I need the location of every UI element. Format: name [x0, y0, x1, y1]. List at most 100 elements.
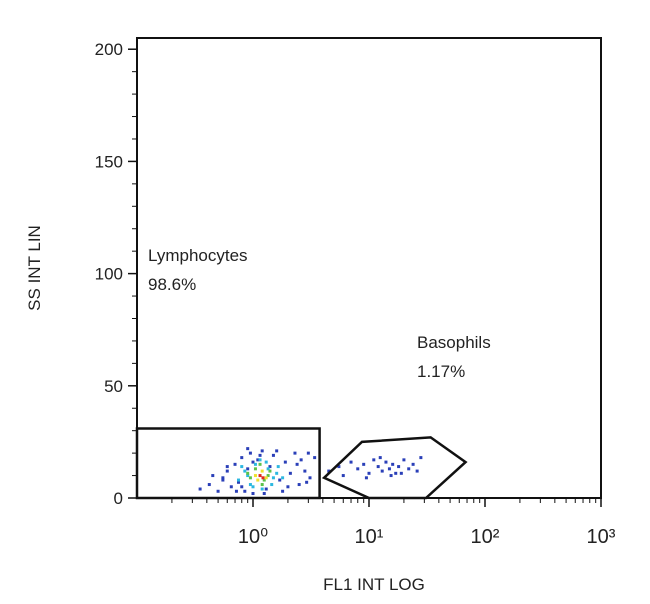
event-dot [253, 462, 257, 466]
event-dot [248, 483, 252, 487]
event-dot [299, 458, 303, 462]
y-tick-label: 50 [104, 377, 123, 396]
event-dot [262, 492, 266, 496]
event-dot [306, 451, 310, 455]
event-dot [327, 469, 331, 473]
event-dot [237, 478, 241, 482]
event-dot [260, 483, 264, 487]
event-dot [246, 467, 250, 471]
event-dot [248, 451, 252, 455]
event-dot [266, 467, 270, 471]
event-dot [297, 483, 301, 487]
event-dot [341, 474, 345, 478]
event-dot [378, 456, 382, 460]
event-dot [275, 471, 279, 475]
event-dot [234, 489, 238, 493]
y-tick-label: 100 [95, 265, 123, 284]
event-dot [384, 460, 388, 464]
event-dot [225, 465, 229, 469]
event-dot [337, 465, 341, 469]
event-dot [281, 489, 285, 493]
event-dot [216, 489, 220, 493]
event-dot [419, 456, 423, 460]
event-dot [229, 485, 233, 489]
x-axis-label: FL1 INT LOG [323, 575, 425, 594]
event-dot [258, 453, 262, 457]
event-dot [221, 478, 225, 482]
event-dot [211, 474, 215, 478]
event-dot [256, 478, 260, 482]
event-dot [251, 492, 255, 496]
event-dot [394, 471, 398, 475]
event-dot [256, 458, 260, 462]
event-dot [233, 462, 237, 466]
event-dot [237, 480, 241, 484]
event-dot [308, 476, 312, 480]
event-dot [295, 462, 299, 466]
event-dot [313, 456, 317, 460]
event-dot [281, 476, 285, 480]
event-dot [225, 469, 229, 473]
event-dot [221, 476, 225, 480]
event-dot [356, 467, 360, 471]
event-dot [293, 451, 297, 455]
event-dot [305, 480, 309, 484]
x-tick-label: 10¹ [355, 526, 384, 548]
event-dot [286, 485, 290, 489]
event-dot [397, 465, 401, 469]
event-dot [253, 474, 257, 478]
event-dot [258, 462, 262, 466]
event-dot [402, 458, 406, 462]
event-dot [364, 476, 368, 480]
event-dot [246, 471, 250, 475]
event-dot [248, 476, 252, 480]
event-dot [270, 483, 274, 487]
event-dot [411, 462, 415, 466]
event-dot [261, 476, 265, 480]
x-tick-label: 10⁰ [238, 526, 268, 548]
event-dot [243, 489, 247, 493]
x-tick-label: 10³ [587, 526, 616, 548]
event-dot [251, 485, 255, 489]
event-dot [389, 474, 393, 478]
event-dot [399, 471, 403, 475]
event-dot [260, 469, 264, 473]
event-dot [376, 465, 380, 469]
event-dot [240, 456, 244, 460]
event-dot [367, 471, 371, 475]
event-dot [372, 458, 376, 462]
event-dot [288, 471, 292, 475]
event-dot [264, 476, 268, 480]
event-dot [283, 460, 287, 464]
event-dot [362, 462, 366, 466]
event-dot [198, 487, 202, 491]
event-dot [262, 478, 266, 482]
event-dot [303, 469, 307, 473]
y-axis-label: SS INT LIN [25, 225, 44, 311]
x-tick-label: 10² [471, 526, 500, 548]
event-dot [253, 467, 257, 471]
event-dot [387, 467, 391, 471]
event-dot [260, 449, 264, 453]
y-tick-label: 150 [95, 152, 123, 171]
event-dot [246, 474, 250, 478]
event-dot [276, 465, 280, 469]
event-dot [260, 487, 264, 491]
gate-label: Basophils [417, 333, 491, 352]
event-dot [264, 460, 268, 464]
event-dot [251, 460, 255, 464]
event-dot [407, 467, 411, 471]
event-dot [278, 478, 282, 482]
gate [321, 436, 468, 500]
event-dot [271, 453, 275, 457]
event-dot [240, 465, 244, 469]
gate-percent: 1.17% [417, 362, 465, 381]
event-dot [275, 449, 279, 453]
event-dot [349, 460, 353, 464]
event-dot [246, 447, 250, 451]
event-dot [207, 483, 211, 487]
event-dot [258, 458, 262, 462]
event-dot [243, 469, 247, 473]
